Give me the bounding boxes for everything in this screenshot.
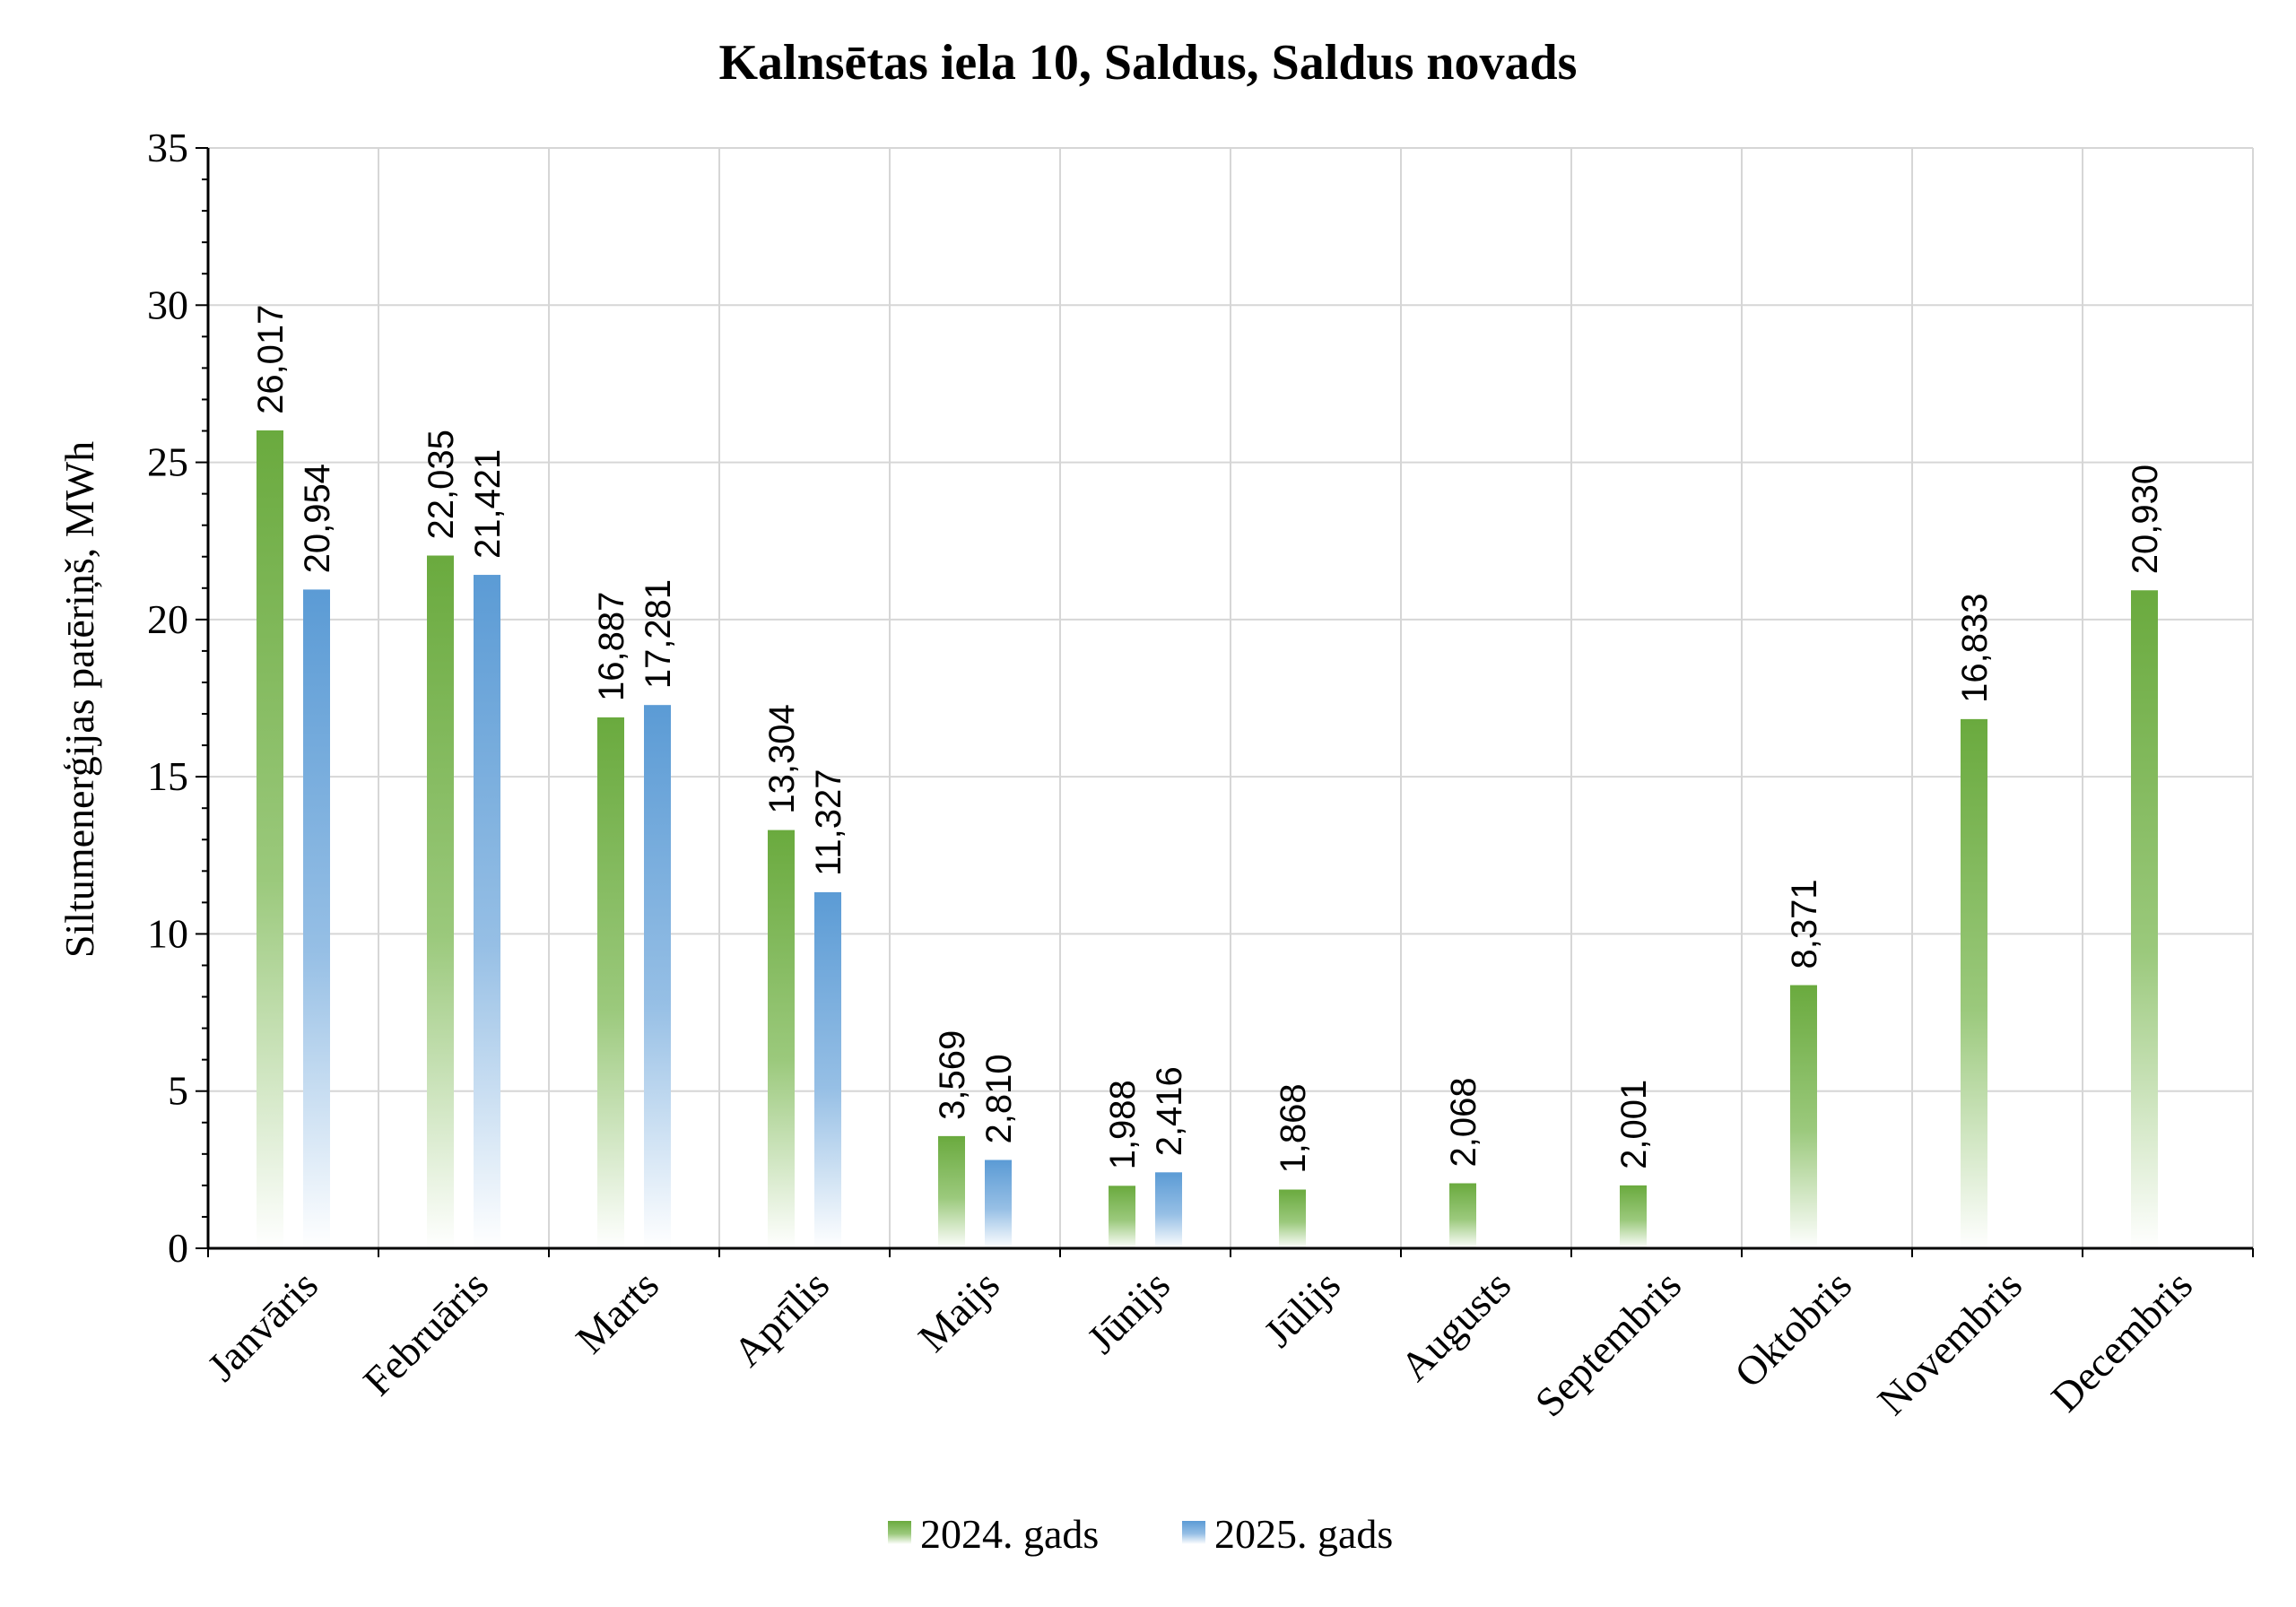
- bar-2025: [644, 705, 671, 1248]
- data-label: 8,371: [1785, 879, 1824, 969]
- data-label: 13,304: [762, 704, 802, 813]
- data-label: 2,068: [1444, 1077, 1483, 1167]
- x-category-label: Marts: [567, 1262, 667, 1362]
- bar-2024: [1620, 1185, 1647, 1248]
- y-tick-label: 25: [147, 439, 188, 485]
- data-label: 21,421: [468, 449, 508, 559]
- data-label: 17,281: [639, 579, 678, 689]
- legend-swatch: [1182, 1521, 1205, 1544]
- data-label: 1,988: [1103, 1080, 1143, 1169]
- bar-2025: [303, 589, 330, 1248]
- data-label: 16,887: [592, 592, 631, 701]
- y-ticks: 0 5 10 15 20 25 30 35: [147, 125, 188, 1271]
- bar-2025: [814, 891, 841, 1248]
- data-label: 2,810: [979, 1054, 1019, 1143]
- data-label: 11,327: [809, 769, 848, 876]
- y-tick-label: 5: [168, 1068, 188, 1114]
- y-tick-label: 10: [147, 910, 188, 956]
- data-label: 20,954: [298, 464, 337, 573]
- x-category-label: Maijs: [909, 1262, 1008, 1360]
- bar-2024: [2131, 590, 2158, 1248]
- x-category-label: Decembris: [2042, 1262, 2201, 1420]
- data-label: 16,833: [1955, 594, 1995, 703]
- bar-2025: [1155, 1172, 1182, 1248]
- legend-label: 2025. gads: [1214, 1511, 1393, 1557]
- x-category-label: Janvāris: [198, 1262, 326, 1390]
- x-category-label: Aprīlis: [725, 1262, 838, 1375]
- x-category-label: Jūnijs: [1078, 1262, 1178, 1362]
- y-tick-label: 15: [147, 753, 188, 799]
- chart-title: Kalnsētas iela 10, Saldus, Saldus novads: [719, 35, 1578, 91]
- legend-swatch: [888, 1521, 911, 1544]
- bars: [257, 430, 2158, 1248]
- data-label: 1,868: [1274, 1083, 1313, 1173]
- x-category-label: Augusts: [1391, 1262, 1519, 1390]
- data-label: 26,017: [251, 305, 291, 414]
- bar-2025: [985, 1160, 1012, 1248]
- legend-label: 2024. gads: [920, 1511, 1099, 1557]
- axes: [196, 147, 2254, 1257]
- data-labels: 26,017 22,035 16,887 13,304 3,569 1,988 1,868 2…: [251, 305, 2165, 1174]
- y-tick-label: 30: [147, 282, 188, 327]
- x-category-label: Oktobris: [1726, 1262, 1860, 1396]
- y-axis-label: Siltumenerģijas patēriņš, MWh: [57, 441, 102, 958]
- bar-2024: [768, 830, 795, 1248]
- bar-2024: [257, 430, 283, 1248]
- bar-2024: [1961, 718, 1987, 1248]
- data-label: 22,035: [422, 430, 461, 539]
- bar-2024: [1449, 1183, 1476, 1248]
- bar-2024: [597, 717, 624, 1248]
- y-tick-label: 20: [147, 596, 188, 642]
- bar-2025: [474, 575, 500, 1248]
- bar-2024: [1109, 1186, 1135, 1248]
- data-label: 2,416: [1150, 1066, 1189, 1156]
- y-tick-label: 35: [147, 125, 188, 170]
- x-category-label: Februāris: [354, 1262, 497, 1404]
- data-label: 2,001: [1614, 1080, 1654, 1169]
- data-label: 20,930: [2126, 465, 2165, 574]
- x-category-label: Septembris: [1526, 1262, 1690, 1425]
- x-categories: Janvāris Februāris Marts Aprīlis Maijs Jūnijs…: [198, 1262, 2201, 1425]
- x-category-label: Jūlijs: [1255, 1262, 1349, 1356]
- bar-2024: [938, 1135, 965, 1248]
- x-category-label: Novembris: [1868, 1262, 2031, 1424]
- bar-2024: [1279, 1189, 1306, 1248]
- legend: 2024. gads 2025. gads: [888, 1511, 1393, 1557]
- bar-2024: [427, 555, 454, 1248]
- data-label: 3,569: [933, 1030, 972, 1120]
- y-tick-label: 0: [168, 1225, 188, 1271]
- gridlines: [208, 147, 2254, 1248]
- bar-2024: [1790, 985, 1817, 1248]
